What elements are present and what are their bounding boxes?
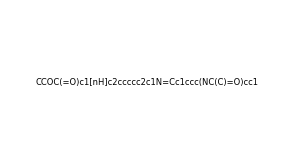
Text: CCOC(=O)c1[nH]c2ccccc2c1N=Cc1ccc(NC(C)=O)cc1: CCOC(=O)c1[nH]c2ccccc2c1N=Cc1ccc(NC(C)=O… — [36, 78, 259, 87]
